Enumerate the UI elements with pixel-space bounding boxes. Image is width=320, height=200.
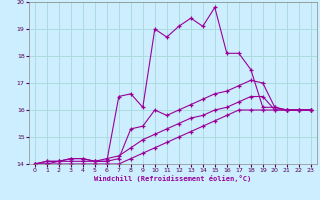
X-axis label: Windchill (Refroidissement éolien,°C): Windchill (Refroidissement éolien,°C) [94,175,252,182]
